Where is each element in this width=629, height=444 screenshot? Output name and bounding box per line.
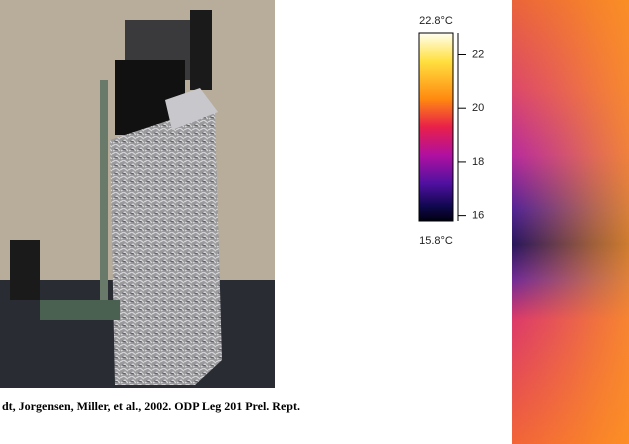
photo: [0, 0, 275, 388]
caption: dt, Jorgensen, Miller, et al., 2002. ODP…: [2, 399, 300, 413]
thermal-overlay: [512, 0, 629, 444]
colorbar-min-label: 15.8°C: [419, 235, 453, 247]
tick-label: 22: [472, 48, 484, 60]
tick-label: 20: [472, 102, 484, 114]
colorbar-max-label: 22.8°C: [419, 15, 453, 27]
tick-label: 18: [472, 156, 484, 168]
colorbar: [418, 32, 454, 222]
tick-label: 16: [472, 210, 484, 222]
